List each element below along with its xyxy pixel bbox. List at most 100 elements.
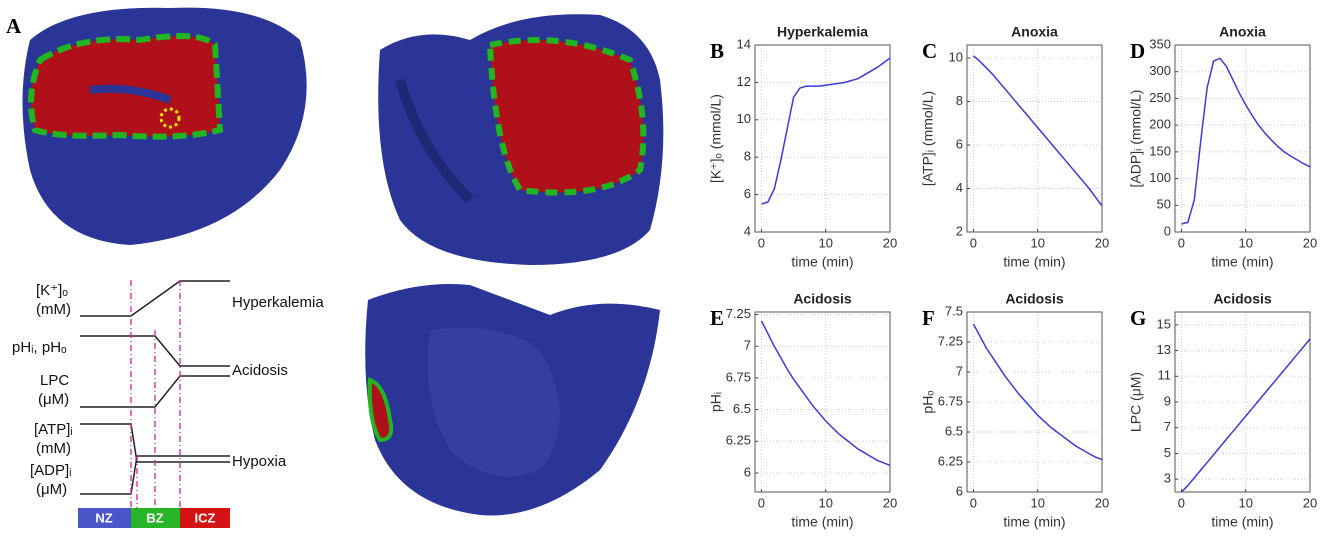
- y-tick-label: 300: [1149, 63, 1171, 78]
- y-tick-label: 10: [737, 111, 751, 126]
- x-tick-label: 10: [1238, 495, 1252, 510]
- x-tick-label: 10: [818, 235, 832, 250]
- x-axis-label: time (min): [791, 514, 853, 530]
- y-tick-label: 6: [956, 136, 963, 151]
- chart-title: Acidosis: [793, 291, 852, 307]
- row-label: [K⁺]ₒ: [36, 282, 68, 299]
- y-tick-label: 7.5: [945, 303, 963, 318]
- plot-frame: [754, 311, 891, 493]
- y-tick-label: 5: [1164, 445, 1171, 460]
- y-tick-label: 6.75: [726, 369, 751, 384]
- y-axis-label: pHᵢ: [708, 392, 724, 412]
- y-tick-label: 6: [744, 186, 751, 201]
- y-tick-label: 11: [1158, 368, 1172, 383]
- data-line: [1180, 338, 1311, 493]
- y-tick-label: 6.75: [938, 393, 963, 408]
- x-tick-label: 10: [1030, 235, 1044, 250]
- data-line: [972, 323, 1103, 461]
- x-axis-label: time (min): [791, 254, 853, 270]
- y-tick-label: 50: [1157, 197, 1171, 212]
- data-line: [760, 320, 891, 467]
- row-label: LPC: [40, 372, 69, 389]
- chart-title: Hyperkalemia: [777, 24, 868, 40]
- zone-label: BZ: [146, 510, 163, 525]
- row-label: [ADP]ᵢ: [30, 462, 72, 479]
- x-axis-label: time (min): [1211, 254, 1273, 270]
- zone-dividers: [130, 280, 181, 508]
- chart-title: Acidosis: [1005, 291, 1064, 307]
- panel-label: D: [1130, 39, 1145, 63]
- y-tick-label: 14: [737, 36, 751, 51]
- x-tick-label: 10: [818, 495, 832, 510]
- y-axis-label: [ATP]ᵢ (mmol/L): [920, 91, 936, 186]
- y-tick-label: 7.25: [726, 306, 751, 321]
- x-tick-label: 10: [1030, 495, 1044, 510]
- y-axis-label: pHₒ: [920, 390, 936, 413]
- y-tick-label: 3: [1164, 471, 1171, 486]
- x-tick-label: 20: [883, 235, 897, 250]
- y-axis-label: LPC (μM): [1128, 372, 1144, 432]
- x-tick-label: 20: [1095, 235, 1109, 250]
- plot-frame: [966, 44, 1103, 233]
- panel-label: E: [710, 306, 724, 330]
- y-tick-label: 7: [956, 363, 963, 378]
- effect-label: Hypoxia: [232, 453, 287, 470]
- data-line: [761, 57, 891, 205]
- zone-icz: [180, 508, 230, 528]
- heart-section-upper: [378, 14, 664, 266]
- y-tick-label: 15: [1157, 316, 1171, 331]
- y-tick-label: 350: [1149, 36, 1171, 51]
- y-tick-label: 250: [1149, 90, 1171, 105]
- panel-label: B: [710, 39, 724, 63]
- schematic-lines: [80, 280, 230, 495]
- x-tick-label: 20: [1095, 495, 1109, 510]
- chart-title: Anoxia: [1219, 24, 1266, 40]
- chart-title: Acidosis: [1213, 291, 1272, 307]
- y-tick-label: 7: [744, 338, 751, 353]
- effect-label: Hyperkalemia: [232, 294, 324, 311]
- zone-label: NZ: [95, 510, 112, 525]
- y-tick-label: 150: [1149, 143, 1171, 158]
- row-unit: (mM): [36, 440, 71, 457]
- row-label: [ATP]ᵢ: [34, 421, 73, 438]
- x-axis-label: time (min): [1003, 254, 1065, 270]
- x-tick-label: 0: [758, 235, 765, 250]
- x-tick-label: 20: [1303, 495, 1317, 510]
- row-label: pHᵢ, pHₒ: [12, 339, 67, 356]
- plot-frame: [754, 44, 891, 233]
- y-axis-label: [K⁺]ₒ (mmol/L): [708, 94, 724, 183]
- zone-label: ICZ: [195, 510, 216, 525]
- y-tick-label: 200: [1149, 117, 1171, 132]
- y-tick-label: 100: [1149, 170, 1171, 185]
- y-tick-label: 6.25: [938, 453, 963, 468]
- y-tick-label: 4: [744, 223, 751, 238]
- x-tick-label: 0: [970, 495, 977, 510]
- y-tick-label: 8: [956, 93, 963, 108]
- y-axis-label: [ADP]ᵢ (mmol/L): [1128, 90, 1144, 188]
- x-tick-label: 10: [1238, 235, 1252, 250]
- x-axis-label: time (min): [1211, 514, 1273, 530]
- heart-epicardial: [22, 7, 307, 245]
- y-tick-label: 7: [1164, 419, 1171, 434]
- y-tick-label: 6: [744, 464, 751, 479]
- row-unit: (μM): [36, 481, 67, 498]
- data-line: [1181, 57, 1311, 225]
- y-tick-label: 6.5: [945, 423, 963, 438]
- panel-label: C: [922, 39, 937, 63]
- y-tick-label: 2: [956, 223, 963, 238]
- heart-section-lower: [365, 284, 660, 516]
- y-tick-label: 6.25: [726, 433, 751, 448]
- zone-bz: [131, 508, 180, 528]
- y-tick-label: 12: [737, 74, 751, 89]
- x-tick-label: 20: [1303, 235, 1317, 250]
- x-tick-label: 0: [758, 495, 765, 510]
- row-unit: (mM): [36, 301, 71, 318]
- y-tick-label: 13: [1157, 342, 1171, 357]
- panel-label: F: [922, 306, 935, 330]
- plot-frame: [1174, 44, 1311, 233]
- y-tick-label: 6.5: [733, 401, 751, 416]
- y-tick-label: 7.25: [938, 333, 963, 348]
- chart-title: Anoxia: [1011, 24, 1058, 40]
- x-tick-label: 0: [1178, 495, 1185, 510]
